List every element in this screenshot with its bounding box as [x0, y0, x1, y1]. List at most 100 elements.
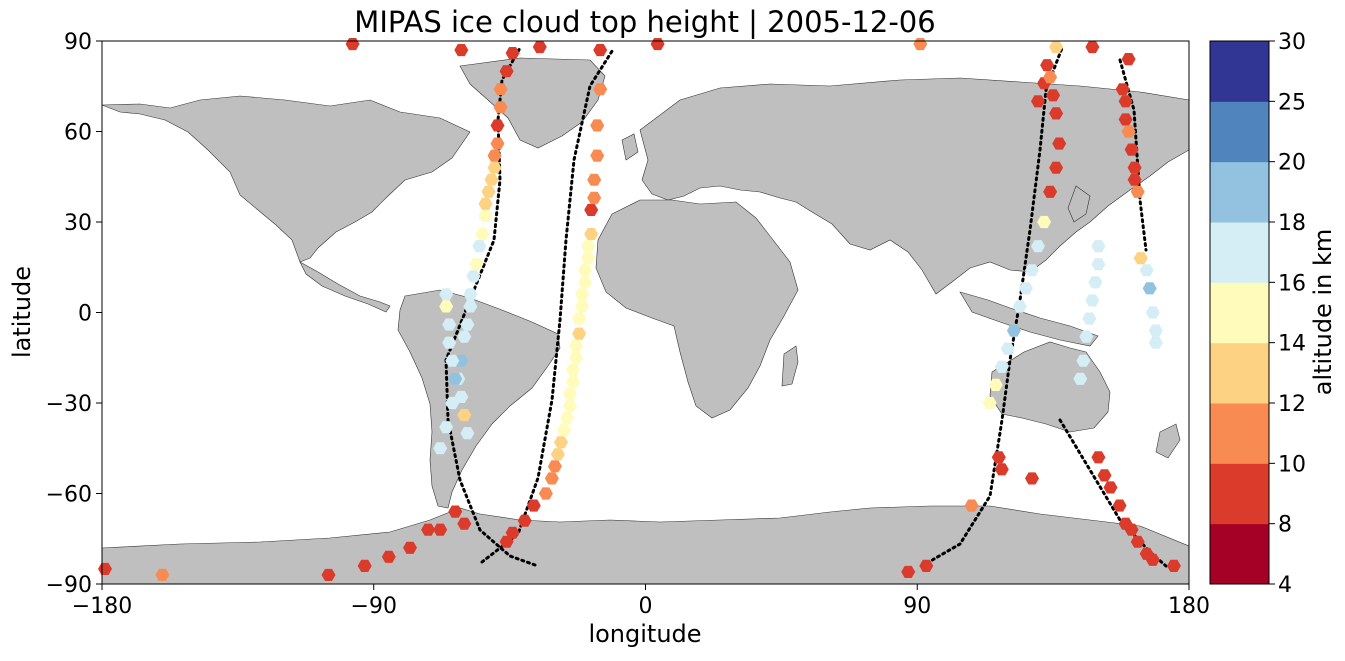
land-greenland — [459, 57, 606, 149]
cloud-top-marker — [1043, 185, 1058, 198]
cloud-top-marker — [1130, 185, 1145, 198]
colorbar-band — [1210, 101, 1269, 163]
cloud-top-marker — [493, 83, 508, 96]
land-uk — [621, 133, 639, 161]
cloud-top-marker — [469, 258, 484, 271]
cloud-top-marker — [572, 327, 587, 340]
x-tick-label: 90 — [903, 594, 931, 619]
colorbar-tick-label: 4 — [1278, 573, 1292, 598]
cloud-top-marker — [1148, 324, 1163, 337]
cloud-top-marker — [1018, 282, 1033, 295]
cloud-top-marker — [457, 330, 472, 343]
cloud-top-marker — [460, 427, 475, 440]
cloud-top-marker — [472, 240, 487, 253]
cloud-top-markers — [98, 38, 1181, 581]
cloud-top-marker — [439, 421, 454, 434]
cloud-top-marker — [988, 378, 1003, 391]
cloud-top-marker — [563, 400, 577, 413]
colorbar-tick-label: 14 — [1278, 332, 1306, 357]
y-tick-label: 30 — [64, 211, 92, 236]
cloud-top-marker — [484, 173, 499, 186]
cloud-top-marker — [421, 523, 436, 536]
cloud-top-marker — [1118, 95, 1133, 108]
cloud-top-marker — [1031, 95, 1045, 108]
cloud-top-marker — [1118, 113, 1133, 126]
colorbar-tick-label: 16 — [1278, 271, 1306, 296]
land-antarctica — [101, 505, 1190, 585]
colorbar-band — [1210, 282, 1269, 344]
cloud-top-marker — [487, 149, 502, 162]
cloud-top-marker — [566, 363, 580, 376]
cloud-top-marker — [1079, 330, 1094, 343]
cloud-top-marker — [581, 240, 596, 253]
cloud-top-marker — [1085, 294, 1100, 307]
cloud-top-marker — [578, 276, 593, 289]
colorbar-band — [1210, 161, 1269, 223]
cloud-top-marker — [499, 65, 514, 78]
cloud-top-marker — [1115, 83, 1130, 96]
track-asia-west — [920, 46, 1064, 568]
cloud-top-marker — [1025, 264, 1039, 277]
cloud-top-marker — [569, 351, 584, 364]
cloud-top-marker — [505, 47, 520, 60]
cloud-top-marker — [1006, 324, 1021, 337]
y-tick-label: 0 — [78, 302, 92, 327]
cloud-top-marker — [1124, 143, 1139, 156]
colorbar-band — [1210, 342, 1269, 404]
cloud-top-marker — [490, 119, 505, 132]
cloud-top-marker — [433, 442, 448, 455]
cloud-top-marker — [566, 375, 580, 388]
cloud-top-marker — [1148, 336, 1163, 349]
land-maritime-asia — [959, 291, 1099, 347]
cloud-top-marker — [487, 161, 502, 174]
cloud-top-marker — [584, 203, 599, 216]
land-central-america — [299, 261, 391, 313]
cloud-top-marker — [478, 197, 493, 210]
cloud-top-marker — [475, 228, 490, 241]
cloud-top-marker — [1145, 553, 1160, 566]
cloud-top-marker — [463, 288, 478, 301]
cloud-top-marker — [1073, 372, 1088, 385]
cloud-top-marker — [1082, 312, 1097, 325]
cloud-top-marker — [1139, 264, 1154, 277]
cloud-top-marker — [1166, 559, 1181, 572]
cloud-top-marker — [457, 409, 472, 422]
land-masses — [101, 57, 1190, 585]
cloud-top-marker — [593, 83, 608, 96]
cloud-top-marker — [448, 505, 463, 518]
cloud-top-marker — [526, 499, 541, 512]
cloud-top-marker — [590, 149, 605, 162]
cloud-top-marker — [1091, 240, 1106, 253]
cloud-top-marker — [1133, 252, 1148, 265]
cloud-top-marker — [433, 523, 448, 536]
cloud-top-marker — [569, 339, 584, 352]
x-tick-label: 0 — [639, 594, 653, 619]
cloud-top-marker — [460, 318, 475, 331]
colorbar-tick-label: 30 — [1278, 30, 1306, 55]
cloud-top-marker — [439, 300, 454, 313]
colorbar: 4 8 10 12 14 16 18 20 25 30 — [1209, 30, 1306, 598]
cloud-top-marker — [445, 396, 460, 410]
cloud-top-marker — [575, 300, 590, 313]
cloud-top-marker — [554, 436, 568, 449]
cloud-top-marker — [1121, 125, 1136, 138]
y-axis-label: latitude — [8, 266, 36, 358]
land-north-america — [101, 95, 471, 263]
cloud-top-marker — [550, 448, 565, 461]
cloud-top-marker — [1127, 173, 1142, 186]
cloud-top-marker — [454, 44, 469, 57]
cloud-top-marker — [563, 387, 577, 400]
cloud-top-marker — [593, 44, 608, 57]
cloud-top-marker — [505, 526, 520, 539]
y-tick-label: −30 — [46, 392, 92, 417]
cloud-top-marker — [994, 360, 1009, 373]
y-tick-label: −90 — [46, 573, 92, 598]
colorbar-band — [1210, 41, 1269, 102]
cloud-top-marker — [155, 568, 170, 581]
cloud-top-marker — [901, 565, 916, 578]
cloud-top-marker — [1037, 215, 1052, 229]
colorbar-band — [1210, 523, 1269, 585]
colorbar-frame — [1209, 40, 1270, 585]
cloud-top-marker — [1124, 523, 1139, 536]
